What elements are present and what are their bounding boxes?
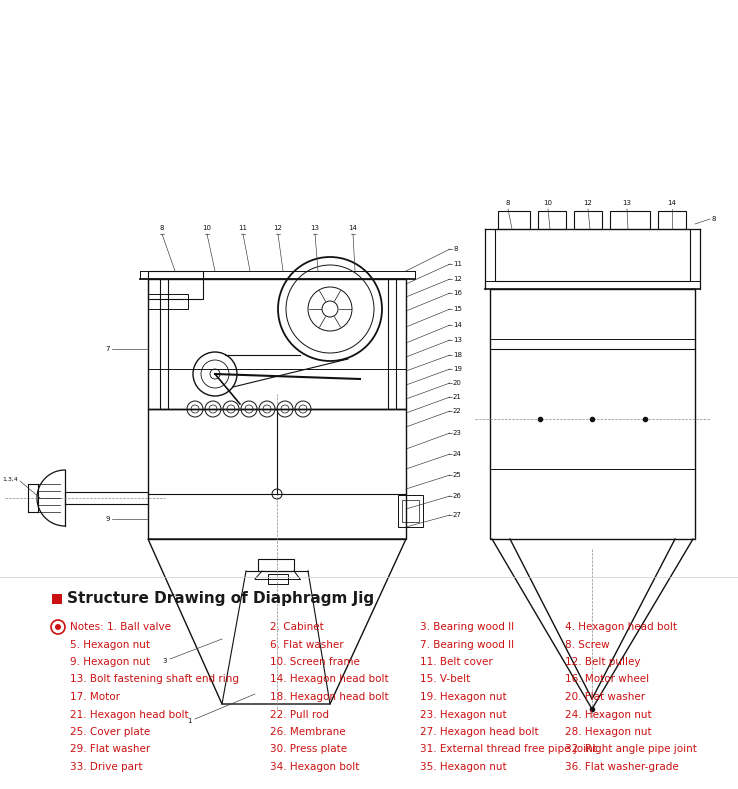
Text: 10: 10 (543, 200, 553, 206)
Text: 12: 12 (274, 225, 283, 231)
Text: 11: 11 (238, 225, 247, 231)
Text: 16: 16 (453, 290, 462, 296)
Bar (268, 574, 288, 584)
Text: 24: 24 (453, 451, 462, 457)
Text: Notes: 1. Ball valve: Notes: 1. Ball valve (70, 622, 171, 632)
Text: 20: 20 (453, 380, 462, 386)
Text: 10. Screen frame: 10. Screen frame (270, 657, 360, 667)
Text: 24. Hexagon nut: 24. Hexagon nut (565, 709, 652, 720)
Text: 20. Flat washer: 20. Flat washer (565, 692, 645, 702)
Text: 6. Flat washer: 6. Flat washer (270, 640, 344, 649)
Text: 16. Motor wheel: 16. Motor wheel (565, 675, 649, 685)
Text: 28. Hexagon nut: 28. Hexagon nut (565, 727, 652, 737)
Text: 12: 12 (584, 200, 593, 206)
Text: 8. Screw: 8. Screw (565, 640, 610, 649)
Text: 32. Right angle pipe joint: 32. Right angle pipe joint (565, 745, 697, 754)
Text: 2. Cabinet: 2. Cabinet (270, 622, 324, 632)
Text: 35. Hexagon nut: 35. Hexagon nut (420, 762, 506, 772)
Bar (495, 229, 690, 281)
Bar (490, 289, 695, 539)
Bar (258, 559, 294, 571)
Text: 15. V-belt: 15. V-belt (420, 675, 470, 685)
Text: 23. Hexagon nut: 23. Hexagon nut (420, 709, 506, 720)
Bar (52, 594, 62, 604)
Bar (402, 500, 419, 522)
Text: 1: 1 (187, 718, 192, 724)
Text: 27: 27 (453, 512, 462, 518)
Text: 31. External thread free pipe joint: 31. External thread free pipe joint (420, 745, 597, 754)
Text: 33. Drive part: 33. Drive part (70, 762, 142, 772)
Circle shape (55, 624, 61, 630)
Text: 25. Cover plate: 25. Cover plate (70, 727, 151, 737)
Text: 3. Bearing wood II: 3. Bearing wood II (420, 622, 514, 632)
Text: 29. Flat washer: 29. Flat washer (70, 745, 151, 754)
Text: 27. Hexagon head bolt: 27. Hexagon head bolt (420, 727, 539, 737)
Text: 19. Hexagon nut: 19. Hexagon nut (420, 692, 506, 702)
Text: 22. Pull rod: 22. Pull rod (270, 709, 329, 720)
Text: 14: 14 (453, 322, 462, 328)
Text: 13: 13 (453, 337, 462, 343)
Text: 10: 10 (202, 225, 212, 231)
Text: 13: 13 (622, 200, 632, 206)
Text: 14. Hexagon head bolt: 14. Hexagon head bolt (270, 675, 389, 685)
Text: Structure Drawing of Diaphragm Jig: Structure Drawing of Diaphragm Jig (67, 592, 374, 607)
Text: 34. Hexagon bolt: 34. Hexagon bolt (270, 762, 359, 772)
Text: 25: 25 (453, 472, 462, 478)
Text: 26. Membrane: 26. Membrane (270, 727, 345, 737)
Text: 8: 8 (711, 216, 716, 222)
Bar (610, 211, 650, 229)
Text: 17. Motor: 17. Motor (70, 692, 120, 702)
Text: 13: 13 (311, 225, 320, 231)
Text: 8: 8 (159, 225, 165, 231)
Text: 12: 12 (453, 276, 462, 282)
Text: 5. Hexagon nut: 5. Hexagon nut (70, 640, 150, 649)
Text: 26: 26 (453, 493, 462, 499)
Bar (498, 211, 530, 229)
Text: 9. Hexagon nut: 9. Hexagon nut (70, 657, 150, 667)
Text: 15: 15 (453, 306, 462, 312)
Text: 23: 23 (453, 430, 462, 436)
Bar (148, 279, 406, 409)
Text: 18: 18 (453, 352, 462, 358)
Text: 18. Hexagon head bolt: 18. Hexagon head bolt (270, 692, 389, 702)
Bar (538, 211, 566, 229)
Text: 7. Bearing wood II: 7. Bearing wood II (420, 640, 514, 649)
Text: 21: 21 (453, 394, 462, 400)
Bar (574, 211, 602, 229)
Text: 1,3,4: 1,3,4 (2, 477, 18, 481)
Text: 8: 8 (453, 246, 458, 252)
Text: 22: 22 (453, 408, 462, 414)
Text: 4. Hexagon head bolt: 4. Hexagon head bolt (565, 622, 677, 632)
Text: 11. Belt cover: 11. Belt cover (420, 657, 493, 667)
Text: 9: 9 (106, 516, 110, 522)
Bar (148, 271, 203, 299)
Text: 36. Flat washer-grade: 36. Flat washer-grade (565, 762, 679, 772)
Text: 8: 8 (506, 200, 510, 206)
Text: 3: 3 (162, 658, 167, 664)
Bar (398, 495, 423, 527)
Text: 14: 14 (668, 200, 677, 206)
Text: 30. Press plate: 30. Press plate (270, 745, 347, 754)
Bar (148, 409, 406, 539)
Text: 14: 14 (348, 225, 357, 231)
Bar (148, 294, 188, 309)
Text: 21. Hexagon head bolt: 21. Hexagon head bolt (70, 709, 189, 720)
Text: 13. Bolt fastening shaft end ring: 13. Bolt fastening shaft end ring (70, 675, 239, 685)
Text: 12. Belt pulley: 12. Belt pulley (565, 657, 641, 667)
Text: 11: 11 (453, 261, 462, 267)
Text: 19: 19 (453, 366, 462, 372)
Bar (658, 211, 686, 229)
Text: 7: 7 (106, 346, 110, 352)
